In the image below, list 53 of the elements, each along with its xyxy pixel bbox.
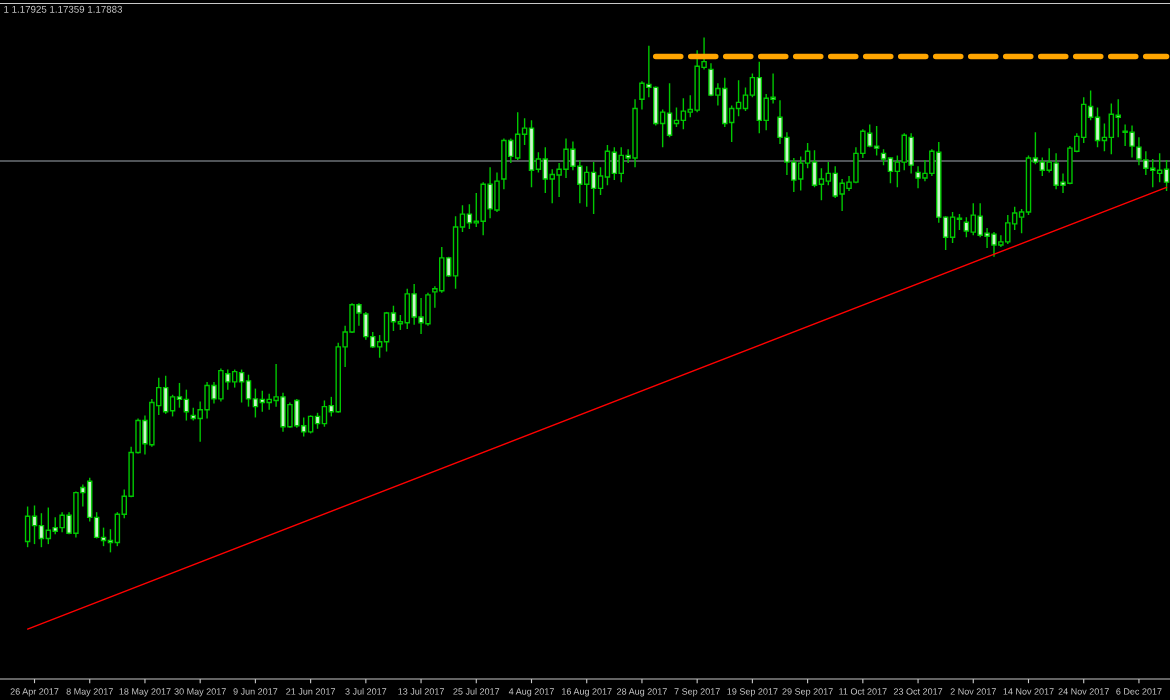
- x-tick-label: 25 Jul 2017: [453, 688, 500, 695]
- candlestick: [1087, 89, 1094, 122]
- candlestick: [597, 166, 604, 196]
- candlestick: [666, 82, 673, 139]
- candlestick: [749, 72, 756, 98]
- candlestick: [680, 97, 687, 130]
- candlestick: [390, 305, 397, 332]
- candlestick: [590, 161, 597, 215]
- text: 1 1.17925 1.17359 1.17883: [4, 5, 123, 13]
- candlestick: [949, 211, 956, 244]
- x-tick-label: 26 Apr 2017: [10, 688, 59, 697]
- candlestick: [93, 511, 100, 540]
- candlestick: [521, 117, 528, 146]
- candlestick: [887, 156, 894, 184]
- x-tick-label: 6 Dec 2017: [1116, 688, 1162, 695]
- candlestick: [963, 216, 970, 238]
- x-tick-label: 2 Nov 2017: [950, 688, 996, 695]
- candlestick: [818, 167, 825, 201]
- candlestick: [742, 86, 749, 112]
- candlestick: [176, 382, 183, 409]
- x-tick-label: 30 May 2017: [174, 688, 226, 697]
- candlestick: [321, 399, 328, 428]
- x-tick-label: 29 Sep 2017: [782, 688, 833, 697]
- x-tick-label: 28 Aug 2017: [617, 688, 667, 697]
- x-tick-label: 19 Sep 2017: [727, 688, 778, 697]
- x-tick-label: 8 May 2017: [66, 688, 113, 697]
- candlestick: [245, 374, 252, 408]
- x-tick-label: 16 Aug 2017: [562, 688, 612, 697]
- candlestick: [169, 394, 176, 418]
- candlestick: [1018, 208, 1025, 234]
- x-tick-label: 23 Oct 2017: [893, 688, 943, 695]
- x-tick-label: 24 Nov 2017: [1058, 688, 1109, 695]
- x-tick-label: 21 Jun 2017: [286, 688, 336, 695]
- x-tick-label: 9 Jun 2017: [233, 688, 278, 695]
- candlestick: [873, 125, 880, 157]
- x-tick-label: 14 Nov 2017: [1003, 688, 1054, 695]
- candlestick: [252, 387, 259, 419]
- candlestick: [238, 368, 245, 404]
- candlestick: [1032, 131, 1039, 165]
- x-tick-label: 3 Jul 2017: [345, 688, 387, 695]
- candlestick: [1094, 106, 1101, 148]
- candlestick: [1163, 159, 1170, 192]
- candlestick: [804, 142, 811, 169]
- x-tick-label: 4 Aug 2017: [508, 688, 554, 697]
- candlestick: [466, 203, 473, 230]
- candlestick: [811, 149, 818, 189]
- candlestick: [459, 204, 466, 233]
- candlestick: [38, 512, 45, 548]
- x-tick-label: 18 May 2017: [119, 688, 171, 697]
- x-tick-label: 7 Sep 2017: [674, 688, 720, 697]
- x-tick-label: 11 Oct 2017: [839, 688, 887, 695]
- candlestick: [535, 151, 542, 174]
- x-tick-label: 13 Jul 2017: [398, 688, 444, 695]
